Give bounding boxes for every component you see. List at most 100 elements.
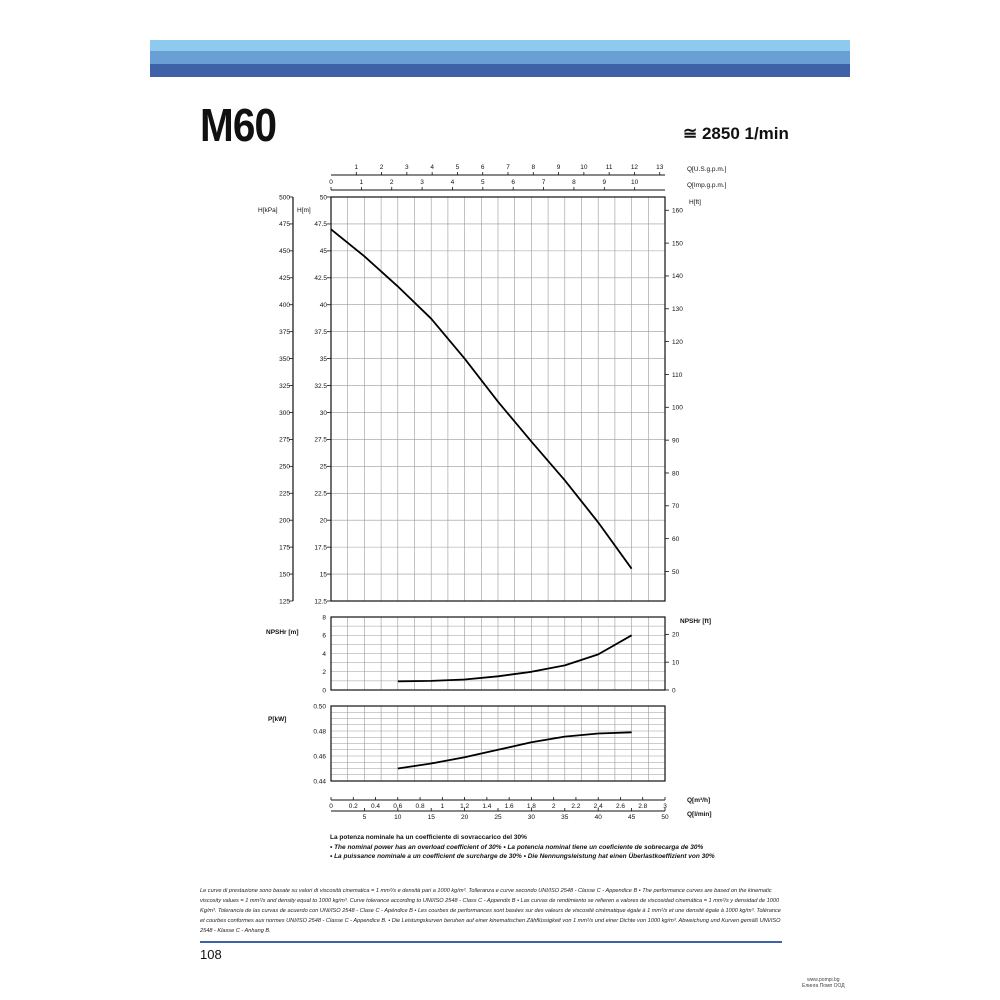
tick-label-ft: 130 [672,306,683,313]
tick-label-npsh-ft: 20 [672,632,680,639]
tick-label-power: 0.44 [313,778,326,785]
tick-label-impgpm: 0 [329,179,333,186]
tick-label-lmin: 40 [595,814,603,821]
power-curve [397,731,632,770]
tick-label-impgpm: 4 [451,179,455,186]
tick-label-kpa: 175 [279,544,290,551]
tick-label-ft: 110 [672,372,683,379]
axis-label-m3h: Q[m³/h] [687,797,710,804]
plot-frame [330,616,666,691]
power-chart: 0.44 0.46 0.48 0.50 P[kW] 0 0.2 0.4 0.6 0.8 1 1.2 1.… [268,703,712,821]
tick-label-kpa: 375 [279,329,290,336]
tick-label-kpa: 450 [279,248,290,255]
tick-label-m3h: 3 [663,803,667,810]
tick-label-hm: 47.5 [314,221,327,228]
tick-label-usgpm: 7 [506,164,510,171]
model-title: M60 [200,99,277,151]
tick-label-usgpm: 3 [405,164,409,171]
tick-label-npsh-ft: 0 [672,687,676,694]
tick-label-m3h: 1.2 [460,803,469,810]
tick-label-power: 0.48 [313,728,326,735]
tick-label-usgpm: 1 [354,164,358,171]
tick-label-kpa: 225 [279,491,290,498]
tick-label-usgpm: 11 [606,164,613,171]
tick-label-impgpm: 7 [542,179,546,186]
tick-label-hm: 12.5 [314,598,327,605]
tick-label-m3h: 0.8 [416,803,425,810]
header-band-dark [150,64,850,77]
tick-label-usgpm: 4 [430,164,434,171]
tick-label-hm: 30 [320,410,328,417]
tick-label-hm: 22.5 [314,491,327,498]
tick-label-npsh-m: 6 [322,633,326,640]
tick-label-npsh-m: 0 [322,687,326,694]
axis-label-power: P[kW] [268,716,286,723]
axis-label-lmin: Q[l/min] [687,811,712,818]
tick-label-lmin: 10 [394,814,402,821]
tick-label-m3h: 2.2 [571,803,580,810]
tick-label-kpa: 125 [279,598,290,605]
tick-label-lmin: 25 [494,814,502,821]
brand-line-2: Елинга Помп ООД [802,983,845,989]
npsh-curve [397,634,633,683]
tick-label-ft: 70 [672,503,680,510]
tick-label-m3h: 1 [441,803,445,810]
tick-label-kpa: 400 [279,302,290,309]
tick-label-impgpm: 2 [390,179,394,186]
tick-label-npsh-m: 8 [322,614,326,621]
tick-label-hm: 37.5 [314,329,327,336]
tick-label-m3h: 1.8 [527,803,536,810]
tick-label-usgpm: 9 [557,164,561,171]
tick-label-impgpm: 9 [602,179,606,186]
tick-label-hm: 50 [320,194,328,201]
tick-label-m3h: 0.6 [393,803,402,810]
brand-line-1: www.pompi.bg [807,977,840,983]
tick-label-m3h: 1.6 [505,803,514,810]
tick-label-kpa: 200 [279,518,290,525]
tick-label-ft: 150 [672,240,683,247]
tick-label-ft: 50 [672,569,680,576]
axis-label-usgpm: Q[U.S.g.p.m.] [687,166,727,173]
axis-label-hm: H[m] [297,207,311,214]
tick-label-m3h: 2.6 [616,803,625,810]
tick-label-m3h: 2 [552,803,556,810]
tick-label-lmin: 50 [661,814,669,821]
tick-label-power: 0.46 [313,753,326,760]
tick-label-usgpm: 12 [631,164,639,171]
tick-label-ft: 60 [672,536,680,543]
tick-label-kpa: 475 [279,221,290,228]
tick-label-lmin: 35 [561,814,569,821]
speed-label: ≅ 2850 1/min [683,124,789,143]
tick-label-impgpm: 10 [631,179,639,186]
tick-label-hm: 40 [320,302,328,309]
footer-rule [200,941,782,943]
tick-label-impgpm: 3 [420,179,424,186]
tick-label-usgpm: 10 [580,164,588,171]
note-line-3: • La puissance nominale a un coefficient… [330,853,715,860]
tick-label-kpa: 250 [279,464,290,471]
axis-label-ft: H[ft] [689,199,701,206]
brand-mark: www.pompi.bg Елинга Помп ООД [802,977,845,989]
tick-label-kpa: 300 [279,410,290,417]
tick-label-kpa: 325 [279,383,290,390]
tick-label-power: 0.50 [313,703,326,710]
axis-label-kpa: H[kPa] [258,207,278,214]
axis-label-impgpm: Q[Imp.g.p.m.] [687,182,727,189]
tick-label-kpa: 275 [279,437,290,444]
page-number: 108 [200,947,222,962]
tick-label-hm: 25 [320,464,328,471]
head-chart: 12.51517.52022.52527.53032.53537.54042.5… [258,164,727,605]
tick-label-m3h: 0.4 [371,803,380,810]
tick-label-kpa: 350 [279,356,290,363]
tick-label-impgpm: 5 [481,179,485,186]
tick-label-kpa: 500 [279,194,290,201]
axis-label-npsh-ft: NPSHr [ft] [680,618,711,625]
tick-label-lmin: 20 [461,814,469,821]
tick-label-m3h: 2.4 [594,803,603,810]
tick-label-hm: 20 [320,518,328,525]
tick-label-lmin: 5 [363,814,367,821]
tick-label-lmin: 15 [428,814,436,821]
tick-label-hm: 17.5 [314,544,327,551]
tick-label-hm: 32.5 [314,383,327,390]
